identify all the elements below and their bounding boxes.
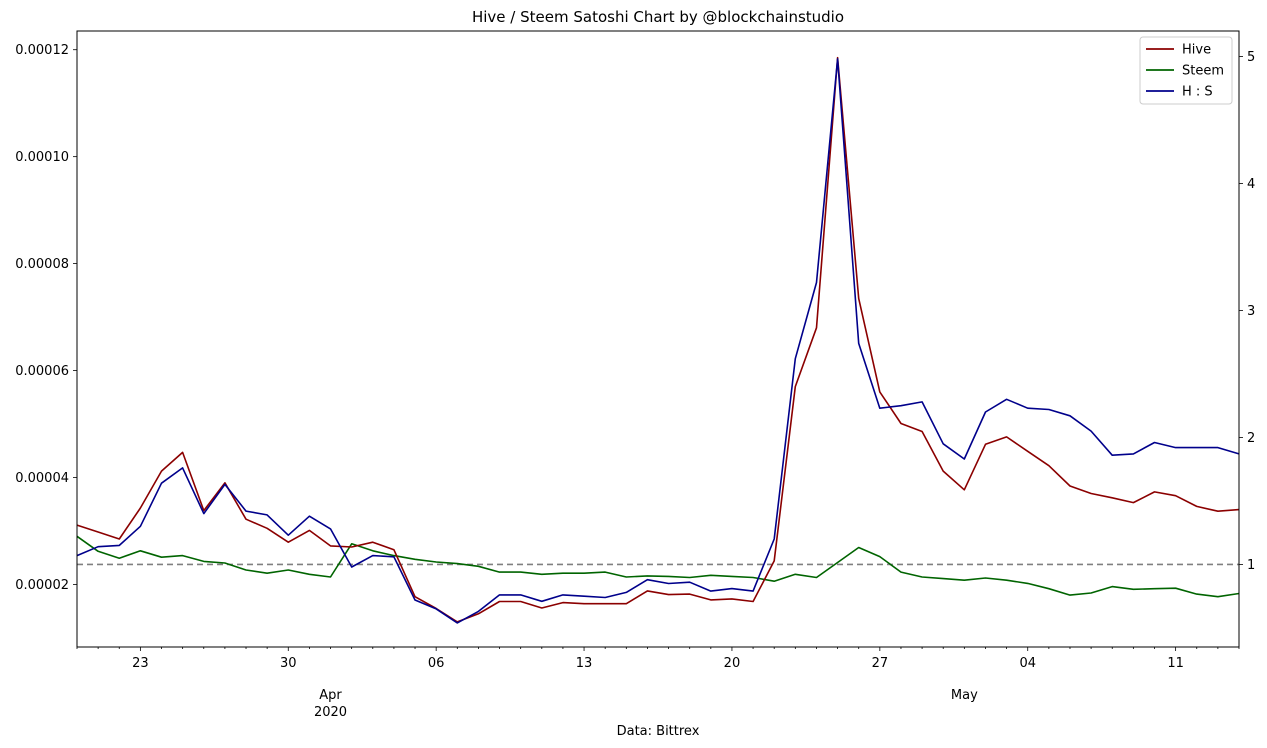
- left-y-axis: 0.00002 0.00004 0.00006 0.00008 0.00010 0.000…: [15, 43, 77, 593]
- left-y-tick-label: 0.00002: [15, 578, 69, 593]
- right-y-tick-label: 3: [1247, 304, 1255, 319]
- legend-label: Steem: [1182, 64, 1224, 79]
- x-tick-label: 20: [724, 656, 741, 671]
- series-line-h-s: [76, 58, 1240, 624]
- left-y-tick-label: 0.00012: [15, 43, 69, 58]
- x-tick-label: 23: [132, 656, 149, 671]
- right-y-tick-label: 4: [1247, 177, 1255, 192]
- x-tick-label: 11: [1167, 656, 1184, 671]
- series-line-hive: [76, 56, 1240, 623]
- left-y-tick-label: 0.00006: [15, 364, 69, 379]
- x-month-label: May: [951, 688, 978, 703]
- left-y-tick-label: 0.00010: [15, 150, 69, 165]
- x-year-label: 2020: [314, 705, 347, 720]
- legend-box: [1139, 36, 1233, 105]
- left-y-tick-label: 0.00008: [15, 257, 69, 272]
- legend: Hive Steem H : S: [1139, 36, 1233, 105]
- right-y-tick-label: 2: [1247, 431, 1255, 446]
- x-tick-label: 04: [1019, 656, 1036, 671]
- x-axis: 23 30 06 13 20 27 04 11 Apr 2020 May: [76, 647, 1240, 720]
- right-y-tick-label: 1: [1247, 558, 1255, 573]
- chart-title: Hive / Steem Satoshi Chart by @blockchai…: [472, 8, 844, 26]
- right-y-tick-label: 5: [1247, 50, 1255, 65]
- x-tick-label: 06: [428, 656, 445, 671]
- x-tick-label: 13: [576, 656, 593, 671]
- series-line-steem: [76, 535, 1240, 598]
- x-axis-label: Data: Bittrex: [617, 724, 700, 739]
- right-y-axis: 1 2 3 4 5: [1239, 50, 1255, 573]
- x-tick-label: 27: [872, 656, 889, 671]
- plot-frame: [76, 30, 1240, 648]
- x-month-label: Apr: [319, 688, 342, 703]
- legend-label: H : S: [1182, 85, 1213, 100]
- left-y-tick-label: 0.00004: [15, 471, 69, 486]
- x-tick-label: 30: [280, 656, 297, 671]
- plot-lines: [76, 56, 1240, 624]
- legend-label: Hive: [1182, 43, 1211, 58]
